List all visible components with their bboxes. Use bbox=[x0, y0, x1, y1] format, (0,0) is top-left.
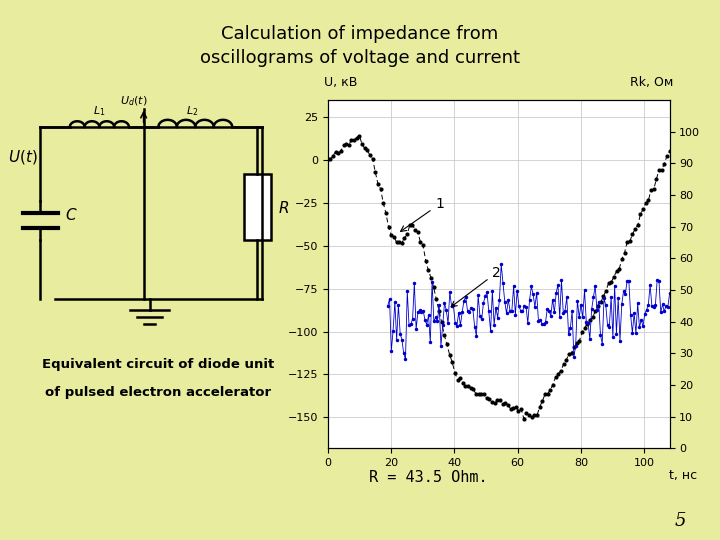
Text: Rk, Ом: Rk, Ом bbox=[630, 77, 673, 90]
Text: Equivalent circuit of diode unit: Equivalent circuit of diode unit bbox=[42, 358, 274, 372]
Text: $U(t)$: $U(t)$ bbox=[8, 147, 37, 166]
Text: of pulsed electron accelerator: of pulsed electron accelerator bbox=[45, 386, 271, 400]
Text: $L_2$: $L_2$ bbox=[186, 104, 199, 118]
Text: $R$: $R$ bbox=[278, 200, 289, 216]
Text: $L_1$: $L_1$ bbox=[94, 104, 106, 118]
Text: $C$: $C$ bbox=[66, 207, 78, 224]
Bar bbox=[244, 174, 271, 240]
Text: 2: 2 bbox=[451, 266, 501, 307]
Text: U, кВ: U, кВ bbox=[324, 77, 358, 90]
Text: 5: 5 bbox=[675, 512, 686, 530]
Text: Calculation of impedance from
oscillograms of voltage and current: Calculation of impedance from oscillogra… bbox=[200, 25, 520, 66]
Text: t, нс: t, нс bbox=[669, 469, 697, 482]
Text: 1: 1 bbox=[400, 197, 444, 232]
Text: $U_d(t)$: $U_d(t)$ bbox=[120, 95, 147, 109]
Text: R = 43.5 Ohm.: R = 43.5 Ohm. bbox=[369, 470, 487, 485]
